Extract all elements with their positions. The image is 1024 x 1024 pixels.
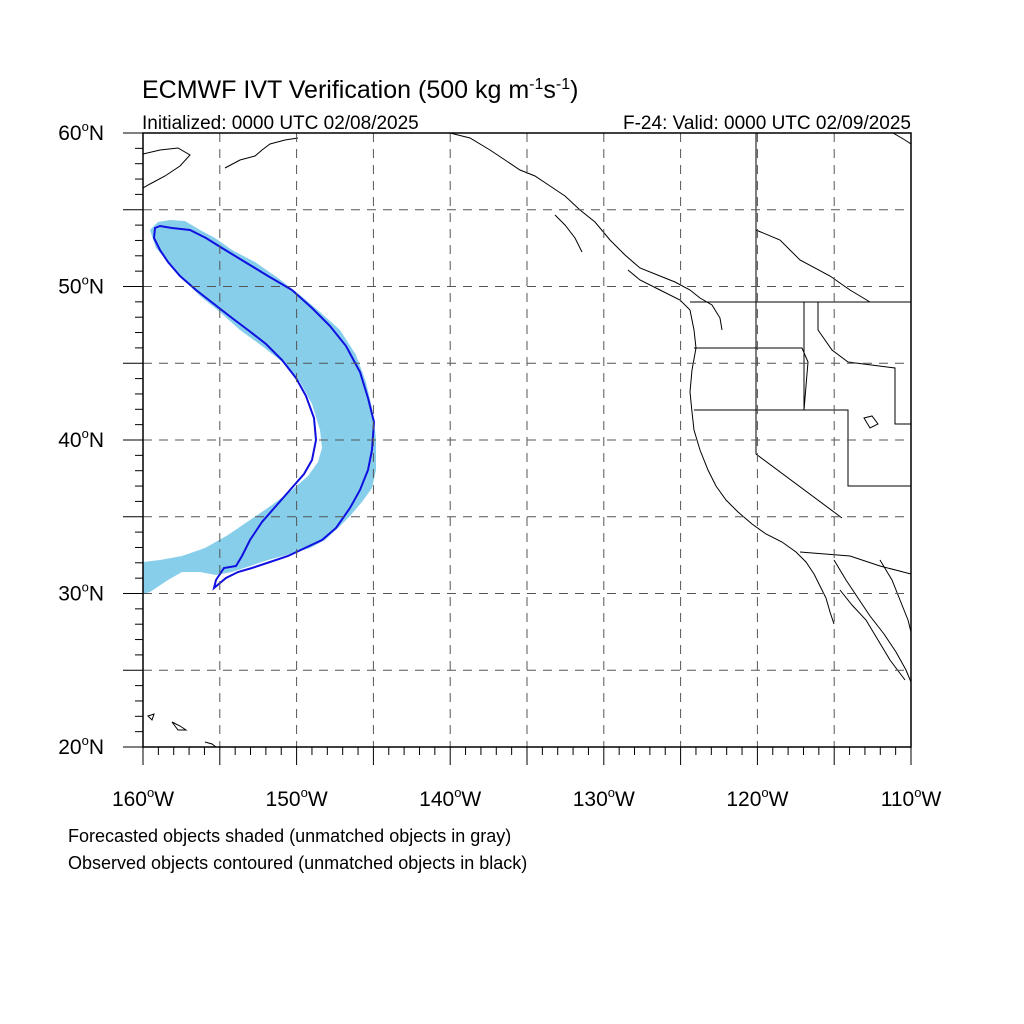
- forecast-ivt-object: [143, 220, 376, 594]
- title-main: ECMWF IVT Verification (500 kg m: [142, 76, 529, 104]
- latitude-labels: 60oN 50oN 40oN 30oN 20oN: [58, 119, 104, 759]
- longitude-tick-label: 160oW: [112, 785, 174, 811]
- latitude-tick-label: 50oN: [58, 273, 104, 299]
- map-panel: 60oN 50oN 40oN 30oN 20oN 160oW 150oW 140oW 130o…: [58, 119, 941, 811]
- observed-note: Observed objects contoured (unmatched ob…: [68, 853, 528, 873]
- title-exp-2: -1: [556, 76, 570, 93]
- coastlines: [143, 133, 911, 747]
- title-mid: s: [543, 76, 556, 104]
- title-exp-1: -1: [529, 76, 543, 93]
- axis-ticks: [123, 132, 912, 765]
- latitude-tick-label: 20oN: [58, 733, 104, 759]
- longitude-labels: 160oW 150oW 140oW 130oW 120oW 110oW: [112, 785, 942, 811]
- longitude-tick-label: 120oW: [726, 785, 788, 811]
- initialized-label: Initialized: 0000 UTC 02/08/2025: [142, 113, 419, 134]
- longitude-tick-label: 110oW: [881, 785, 942, 811]
- valid-time-label: F-24: Valid: 0000 UTC 02/09/2025: [623, 113, 911, 134]
- map-title: ECMWF IVT Verification (500 kg m-1s-1): [142, 76, 578, 104]
- longitude-tick-label: 140oW: [419, 785, 481, 811]
- forecast-note: Forecasted objects shaded (unmatched obj…: [68, 826, 512, 846]
- latitude-tick-label: 60oN: [58, 119, 104, 145]
- latitude-tick-label: 40oN: [58, 426, 104, 452]
- latitude-tick-label: 30oN: [58, 580, 104, 606]
- longitude-tick-label: 130oW: [573, 785, 635, 811]
- title-suffix: ): [570, 76, 578, 104]
- lat-lon-grid: [143, 133, 911, 747]
- observed-ivt-contour: [152, 224, 376, 591]
- longitude-tick-label: 150oW: [266, 785, 328, 811]
